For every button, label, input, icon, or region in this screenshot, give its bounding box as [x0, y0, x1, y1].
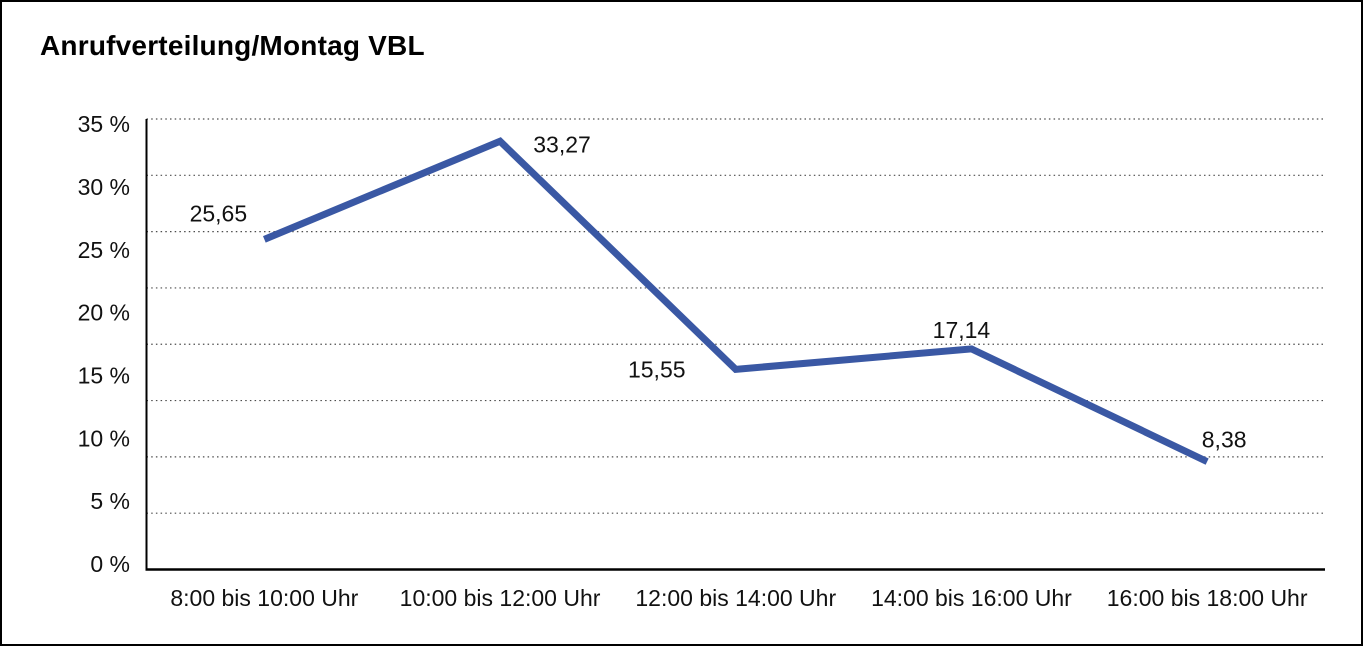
x-axis-label: 16:00 bis 18:00 Uhr	[1107, 585, 1308, 611]
x-axis-label: 12:00 bis 14:00 Uhr	[635, 585, 836, 611]
x-axis-label: 10:00 bis 12:00 Uhr	[400, 585, 601, 611]
data-point-label: 17,14	[933, 317, 991, 343]
y-axis-label: 5 %	[90, 488, 130, 514]
x-axis-label: 14:00 bis 16:00 Uhr	[871, 585, 1072, 611]
y-axis-label: 10 %	[78, 425, 130, 451]
data-line	[263, 137, 1209, 465]
y-axis-label: 25 %	[78, 237, 130, 263]
y-axis-label: 35 %	[78, 111, 130, 137]
data-point-label: 8,38	[1202, 427, 1247, 453]
y-axis-label: 0 %	[90, 551, 130, 577]
y-axis-label: 20 %	[78, 300, 130, 326]
x-axis-label: 8:00 bis 10:00 Uhr	[170, 585, 358, 611]
y-axis-label: 15 %	[78, 362, 130, 388]
data-point-label: 15,55	[628, 356, 686, 382]
data-point-label: 33,27	[533, 131, 591, 157]
y-axis-label: 30 %	[78, 174, 130, 200]
data-point-label: 25,65	[190, 200, 248, 226]
chart-title: Anrufverteilung/Montag VBL	[40, 30, 425, 61]
